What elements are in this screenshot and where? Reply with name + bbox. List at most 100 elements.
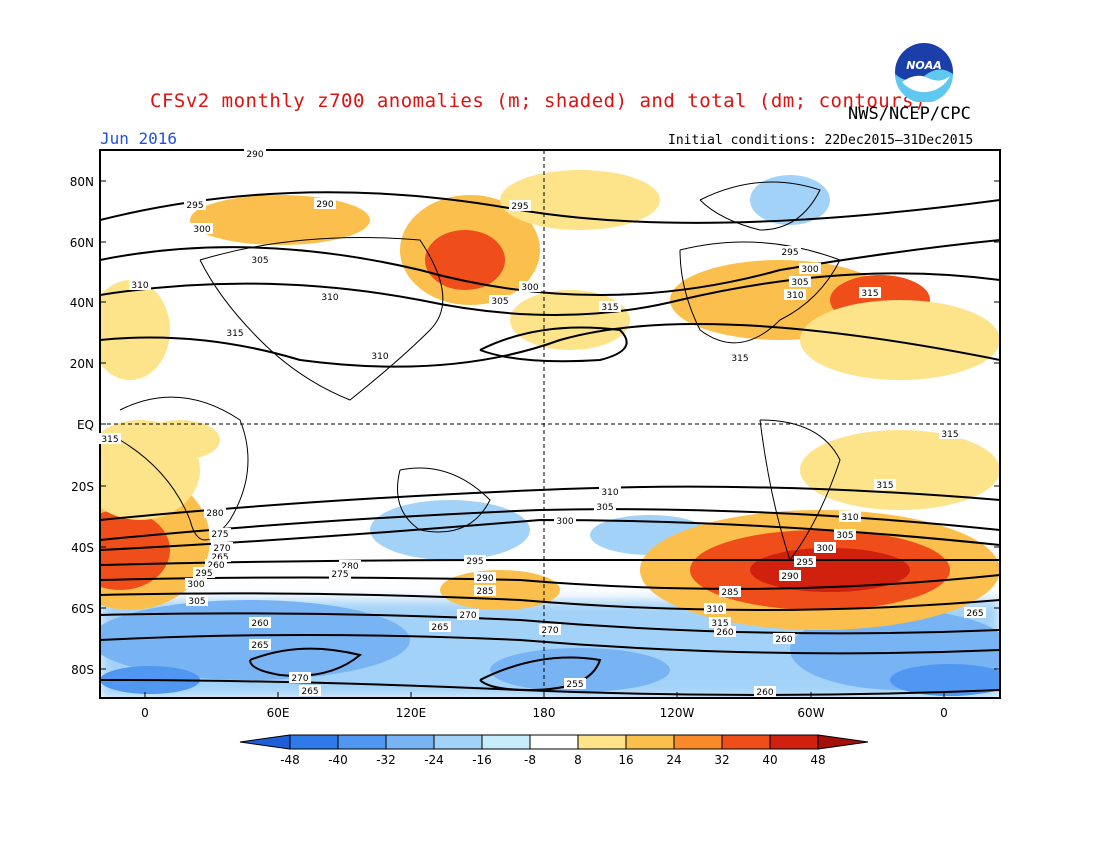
contour-label-bg (709, 617, 731, 628)
agency-label: NWS/NCEP/CPC (848, 104, 971, 124)
contour-label-text: 305 (188, 597, 205, 607)
lat-label: 40S (71, 541, 94, 555)
contour-label-text: 295 (511, 202, 528, 212)
contour-label: 315 (599, 301, 621, 313)
contour-label: 265 (299, 685, 321, 697)
contour-label-bg (729, 352, 751, 363)
noaa-logo-icon: NOAA (895, 43, 953, 102)
contour-label: 315 (874, 479, 896, 491)
contour-label: 255 (564, 678, 586, 690)
contour-label-bg (184, 199, 206, 210)
contour-label-text: 295 (466, 557, 483, 567)
contour-label-bg (834, 529, 856, 540)
svg-text:NOAA: NOAA (906, 59, 942, 72)
lat-label: 20S (71, 480, 94, 494)
contour-label-bg (773, 633, 795, 644)
contour-label: 315 (99, 433, 121, 445)
contour-label-bg (224, 327, 246, 338)
colorbar-arrow-left (239, 734, 291, 750)
contour-label: 315 (939, 428, 961, 440)
lat-label: EQ (77, 418, 94, 432)
contour-label: 315 (729, 352, 751, 364)
contour-label-bg (474, 572, 496, 583)
contour-label: 310 (704, 603, 726, 615)
contour-label: 295 (184, 199, 206, 211)
contour-label: 305 (186, 595, 208, 607)
contour-label-bg (369, 350, 391, 361)
contour-label: 295 (464, 555, 486, 567)
colorbar-swatch (721, 734, 771, 750)
contour-label-text: 270 (459, 611, 476, 621)
contour-label-text: 315 (731, 354, 748, 364)
contour-label-bg (209, 528, 231, 539)
contour-label-bg (719, 586, 741, 597)
latitude-axis: 80N 60N 40N 20N EQ 20S 40S 60S 80S (70, 175, 1000, 677)
colorbar-swatch (673, 734, 723, 750)
longitude-axis: 0 60E 120E 180 120W 60W 0 (141, 692, 948, 720)
contour-label: 315 (224, 327, 246, 339)
contour-label: 260 (754, 686, 776, 698)
colorbar-swatch (529, 734, 579, 750)
colorbar-tick-label: 40 (762, 753, 777, 767)
contour-label-text: 300 (521, 283, 538, 293)
contour-label: 295 (193, 567, 215, 579)
contour-label: 260 (205, 559, 227, 571)
contour-label-text: 290 (781, 572, 798, 582)
contour-label-bg (244, 148, 266, 159)
colorbar-arrow-right (817, 734, 869, 750)
contour-label-bg (814, 542, 836, 553)
colorbar-tick-label: -32 (376, 753, 396, 767)
contour-label-text: 265 (966, 609, 983, 619)
contour-label: 300 (191, 223, 213, 235)
colorbar-tick-label: -48 (280, 753, 300, 767)
contour-label: 290 (779, 570, 801, 582)
colorbar-tick-label: -8 (524, 753, 536, 767)
colorbar-swatch (625, 734, 675, 750)
contour-label-bg (249, 254, 271, 265)
contour-label: 305 (834, 529, 856, 541)
contour-label-bg (329, 568, 351, 579)
contour-label: 315 (709, 617, 731, 629)
contour-label-bg (939, 428, 961, 439)
colorbar-swatch (577, 734, 627, 750)
contour-label: 290 (244, 148, 266, 160)
contour-label: 300 (799, 263, 821, 275)
contour-label-bg (554, 515, 576, 526)
contour-label-text: 270 (541, 626, 558, 636)
contour-label-text: 315 (876, 481, 893, 491)
contour-label: 295 (794, 556, 816, 568)
contour-label: 270 (289, 672, 311, 684)
contour-label-bg (539, 624, 561, 635)
colorbar-tick-label: 24 (666, 753, 681, 767)
contour-label-bg (205, 559, 227, 570)
lat-label: 60S (71, 602, 94, 616)
contour-label-text: 300 (187, 580, 204, 590)
contour-label-bg (191, 223, 213, 234)
contour-label: 305 (489, 295, 511, 307)
contour-label-text: 315 (941, 430, 958, 440)
contour-label-text: 310 (131, 281, 148, 291)
contour-label-text: 310 (321, 293, 338, 303)
contour-label-bg (211, 542, 233, 553)
contour-label-text: 305 (836, 531, 853, 541)
contour-label-text: 275 (211, 530, 228, 540)
contour-label: 310 (784, 289, 806, 301)
contour-label-text: 260 (716, 628, 733, 638)
contour-label-text: 300 (556, 517, 573, 527)
contour-label-bg (794, 556, 816, 567)
contour-label: 310 (319, 291, 341, 303)
contour-label-bg (714, 626, 736, 637)
contour-label: 310 (369, 350, 391, 362)
contour-label-text: 300 (193, 225, 210, 235)
contour-label: 295 (779, 246, 801, 258)
colorbar-tick-label: 32 (714, 753, 729, 767)
colorbar-swatch (289, 734, 339, 750)
lon-label: 0 (141, 706, 149, 720)
contour-label-text: 300 (816, 544, 833, 554)
contour-label: 260 (773, 633, 795, 645)
contour-label-bg (564, 678, 586, 689)
contour-label: 295 (509, 200, 531, 212)
contour-label-text: 305 (251, 256, 268, 266)
contour-label: 280 (339, 560, 361, 572)
